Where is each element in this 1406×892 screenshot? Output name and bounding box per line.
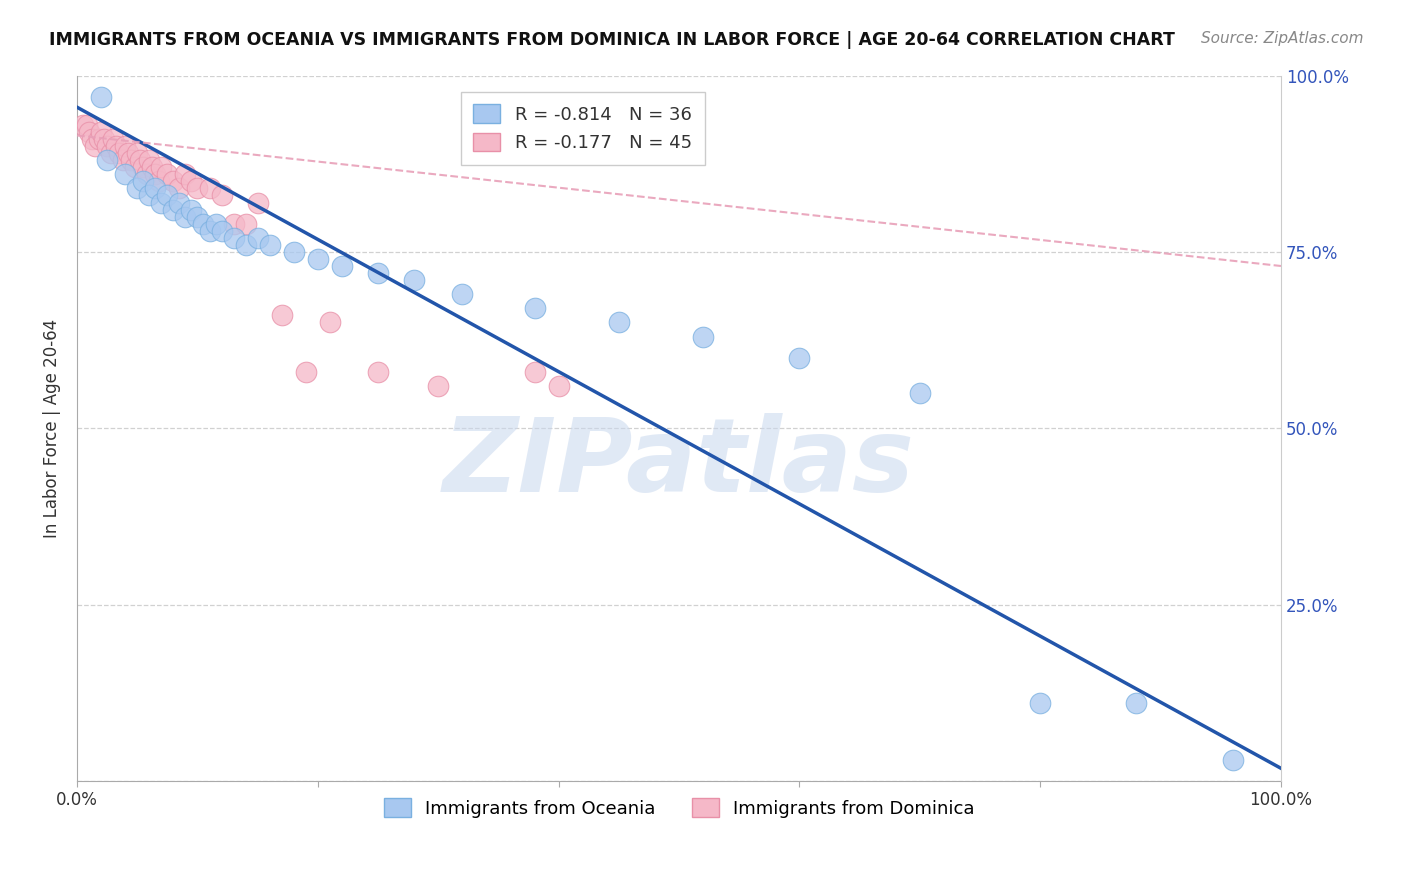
Point — [186, 210, 208, 224]
Point — [283, 244, 305, 259]
Point — [114, 139, 136, 153]
Point — [186, 181, 208, 195]
Point — [169, 195, 191, 210]
Point — [523, 365, 546, 379]
Point — [211, 224, 233, 238]
Point — [330, 259, 353, 273]
Point — [108, 146, 131, 161]
Point — [1029, 697, 1052, 711]
Point — [96, 153, 118, 168]
Point — [114, 167, 136, 181]
Point — [100, 146, 122, 161]
Point — [127, 181, 149, 195]
Point — [141, 160, 163, 174]
Point — [523, 301, 546, 316]
Point — [270, 309, 292, 323]
Point — [367, 266, 389, 280]
Point — [198, 181, 221, 195]
Point — [235, 237, 257, 252]
Point — [211, 188, 233, 202]
Point — [162, 174, 184, 188]
Point — [84, 139, 107, 153]
Point — [235, 217, 257, 231]
Point — [138, 188, 160, 202]
Point — [1125, 697, 1147, 711]
Text: IMMIGRANTS FROM OCEANIA VS IMMIGRANTS FROM DOMINICA IN LABOR FORCE | AGE 20-64 C: IMMIGRANTS FROM OCEANIA VS IMMIGRANTS FR… — [49, 31, 1175, 49]
Point — [162, 202, 184, 217]
Point — [295, 365, 318, 379]
Point — [132, 160, 155, 174]
Point — [150, 160, 173, 174]
Point — [246, 231, 269, 245]
Point — [180, 174, 202, 188]
Point — [222, 231, 245, 245]
Point — [150, 195, 173, 210]
Point — [367, 365, 389, 379]
Point — [76, 118, 98, 132]
Point — [93, 132, 115, 146]
Point — [547, 379, 569, 393]
Text: Source: ZipAtlas.com: Source: ZipAtlas.com — [1201, 31, 1364, 46]
Point — [180, 202, 202, 217]
Point — [404, 273, 426, 287]
Point — [198, 224, 221, 238]
Point — [103, 132, 125, 146]
Point — [156, 188, 179, 202]
Point — [87, 132, 110, 146]
Point — [307, 252, 329, 266]
Point — [692, 329, 714, 343]
Text: ZIPatlas: ZIPatlas — [443, 413, 915, 514]
Point — [789, 351, 811, 365]
Point — [77, 125, 100, 139]
Point — [143, 181, 166, 195]
Point — [148, 174, 170, 188]
Point — [135, 167, 157, 181]
Point — [104, 139, 127, 153]
Point — [127, 146, 149, 161]
Y-axis label: In Labor Force | Age 20-64: In Labor Force | Age 20-64 — [44, 318, 60, 538]
Point — [204, 217, 226, 231]
Point — [96, 139, 118, 153]
Point — [156, 167, 179, 181]
Point — [246, 195, 269, 210]
Point — [124, 160, 146, 174]
Point — [451, 287, 474, 301]
Point — [427, 379, 450, 393]
Point — [138, 153, 160, 168]
Point — [193, 217, 215, 231]
Point — [132, 174, 155, 188]
Point — [90, 125, 112, 139]
Point — [259, 237, 281, 252]
Point — [174, 167, 197, 181]
Legend: Immigrants from Oceania, Immigrants from Dominica: Immigrants from Oceania, Immigrants from… — [377, 791, 981, 825]
Point — [72, 118, 94, 132]
Point — [169, 181, 191, 195]
Point — [111, 153, 134, 168]
Point — [143, 167, 166, 181]
Point — [120, 153, 142, 168]
Point — [90, 89, 112, 103]
Point — [607, 315, 630, 329]
Point — [174, 210, 197, 224]
Point — [319, 315, 342, 329]
Point — [117, 146, 139, 161]
Point — [80, 132, 103, 146]
Point — [128, 153, 150, 168]
Point — [908, 386, 931, 401]
Point — [222, 217, 245, 231]
Point — [1222, 753, 1244, 767]
